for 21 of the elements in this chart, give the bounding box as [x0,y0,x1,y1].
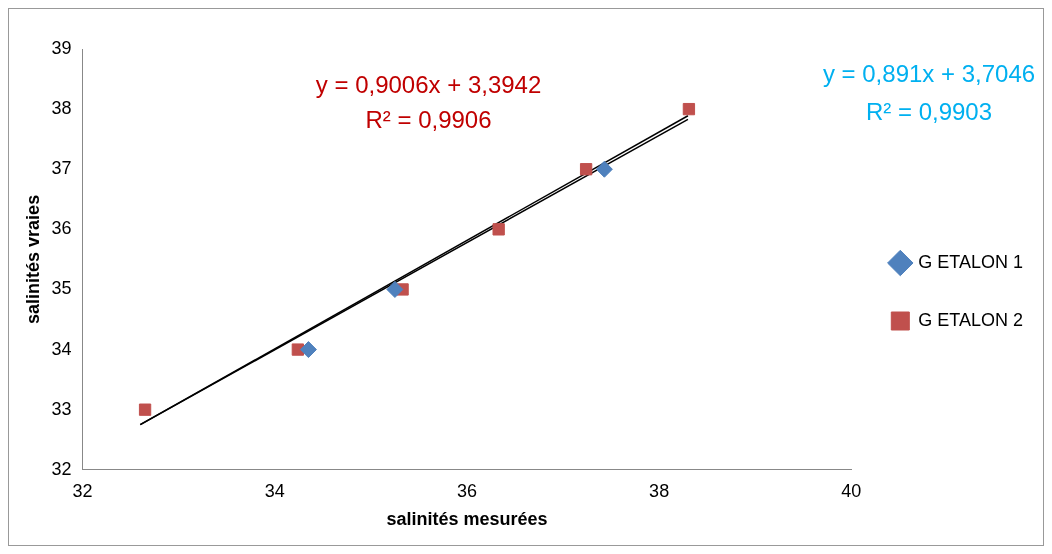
x-tick-label: 38 [649,480,670,501]
y-tick-label: 33 [51,398,72,419]
text: R² = 0,9903 [865,97,993,125]
y-tick-label: 32 [51,458,72,479]
x-tick-label: 32 [72,480,93,501]
y-tick-label: 35 [51,278,72,299]
x-tick-label: 40 [841,480,862,501]
y-tick-label: 39 [51,37,72,58]
annotation: y = 0,891x + 3,7046 [822,59,1036,87]
y-tick-label: 34 [51,338,72,359]
legend-label: G ETALON 1 [918,251,1024,272]
legend-label: G ETALON 2 [918,309,1024,330]
x-tick-label: 36 [456,480,477,501]
y-axis-title: salinités vraies [22,194,43,324]
annotation: y = 0,9006x + 3,3942 [315,70,542,98]
x-tick-label: 34 [264,480,285,501]
annotation: R² = 0,9906 [365,105,492,133]
y-tick-label: 37 [51,158,72,179]
y-tick-label: 38 [51,98,72,119]
x-axis-title: salinités mesurées [386,509,548,530]
y-tick-label: 36 [51,218,72,239]
